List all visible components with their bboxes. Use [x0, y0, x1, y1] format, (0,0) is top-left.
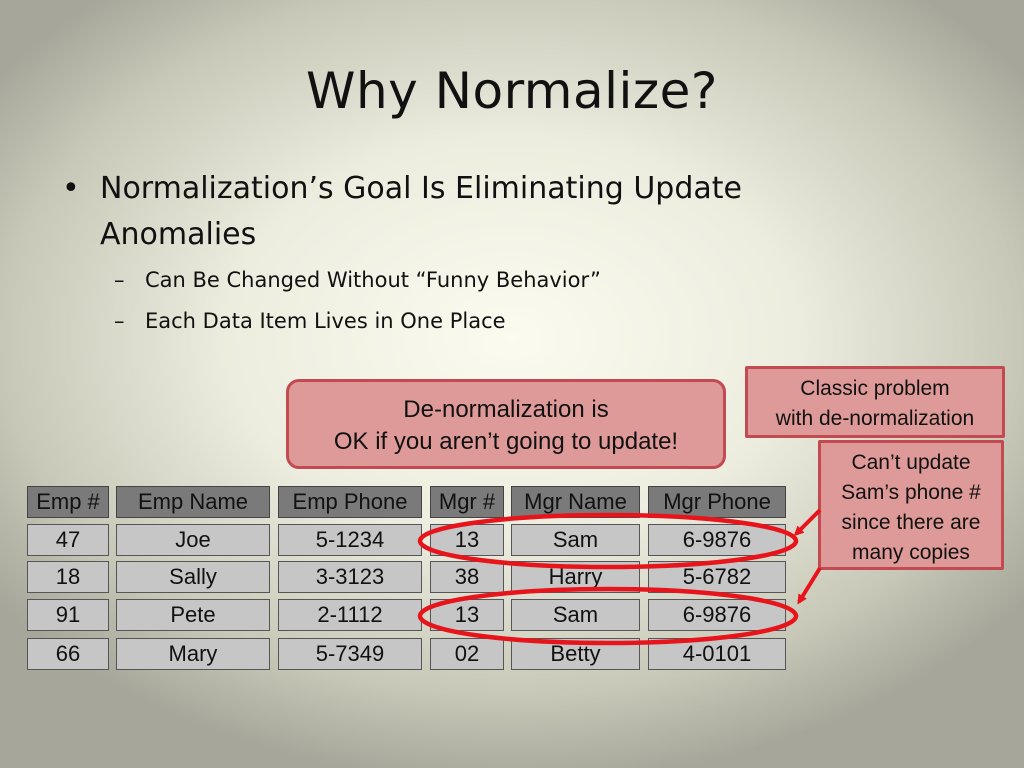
bullet-marker: • [62, 171, 80, 206]
callout-line: Can’t update [851, 451, 971, 474]
table-cell: 91 [27, 599, 109, 631]
table-cell: 4-0101 [648, 638, 786, 670]
table-cell: 5-7349 [278, 638, 422, 670]
table-cell: Sam [511, 599, 640, 631]
table-cell: 6-9876 [648, 524, 786, 556]
table-header-emp-name: Emp Name [116, 486, 270, 518]
table-cell: 18 [27, 561, 109, 593]
table-cell: Harry [511, 561, 640, 593]
table-cell: 5-6782 [648, 561, 786, 593]
table-cell: 13 [430, 599, 504, 631]
callout-line: many copies [852, 541, 970, 564]
table-cell: Sally [116, 561, 270, 593]
cant-update-callout: Can’t update Sam’s phone # since there a… [818, 440, 1004, 570]
sub-bullet-text: Each Data Item Lives in One Place [145, 309, 506, 333]
table-header-mgr-num: Mgr # [430, 486, 504, 518]
table-cell: 6-9876 [648, 599, 786, 631]
table-cell: Mary [116, 638, 270, 670]
table-cell: 2-1112 [278, 599, 422, 631]
slide-title: Why Normalize? [306, 62, 718, 120]
table-cell: Joe [116, 524, 270, 556]
callout-line: Classic problem [800, 377, 950, 400]
table-cell: Sam [511, 524, 640, 556]
callout-line: OK if you aren’t going to update! [333, 428, 679, 455]
table-cell: 66 [27, 638, 109, 670]
table-header-mgr-phone: Mgr Phone [648, 486, 786, 518]
callout-line: De-normalization is [403, 396, 609, 423]
table-cell: Pete [116, 599, 270, 631]
table-cell: 13 [430, 524, 504, 556]
table-cell: Betty [511, 638, 640, 670]
table-cell: 38 [430, 561, 504, 593]
table-cell: 02 [430, 638, 504, 670]
arrow-to-row-3 [797, 566, 822, 605]
sub-bullet-text: Can Be Changed Without “Funny Behavior” [145, 268, 601, 292]
table-cell: 47 [27, 524, 109, 556]
table-header-emp-num: Emp # [27, 486, 109, 518]
classic-problem-callout: Classic problem with de-normalization [745, 366, 1005, 438]
table-header-emp-phone: Emp Phone [278, 486, 422, 518]
arrow-to-row-1 [793, 508, 822, 537]
bullet-text: Normalization’s Goal Is Eliminating Upda… [100, 171, 742, 252]
callout-line: since there are [841, 511, 981, 534]
table-header-mgr-name: Mgr Name [511, 486, 640, 518]
callout-line: with de-normalization [775, 407, 975, 430]
callout-line: Sam’s phone # [841, 481, 981, 504]
table-cell: 5-1234 [278, 524, 422, 556]
sub-bullet-marker: – [114, 268, 125, 292]
table-cell: 3-3123 [278, 561, 422, 593]
sub-bullet-marker: – [114, 309, 125, 333]
denormalization-callout: De-normalization is OK if you aren’t goi… [286, 379, 726, 469]
